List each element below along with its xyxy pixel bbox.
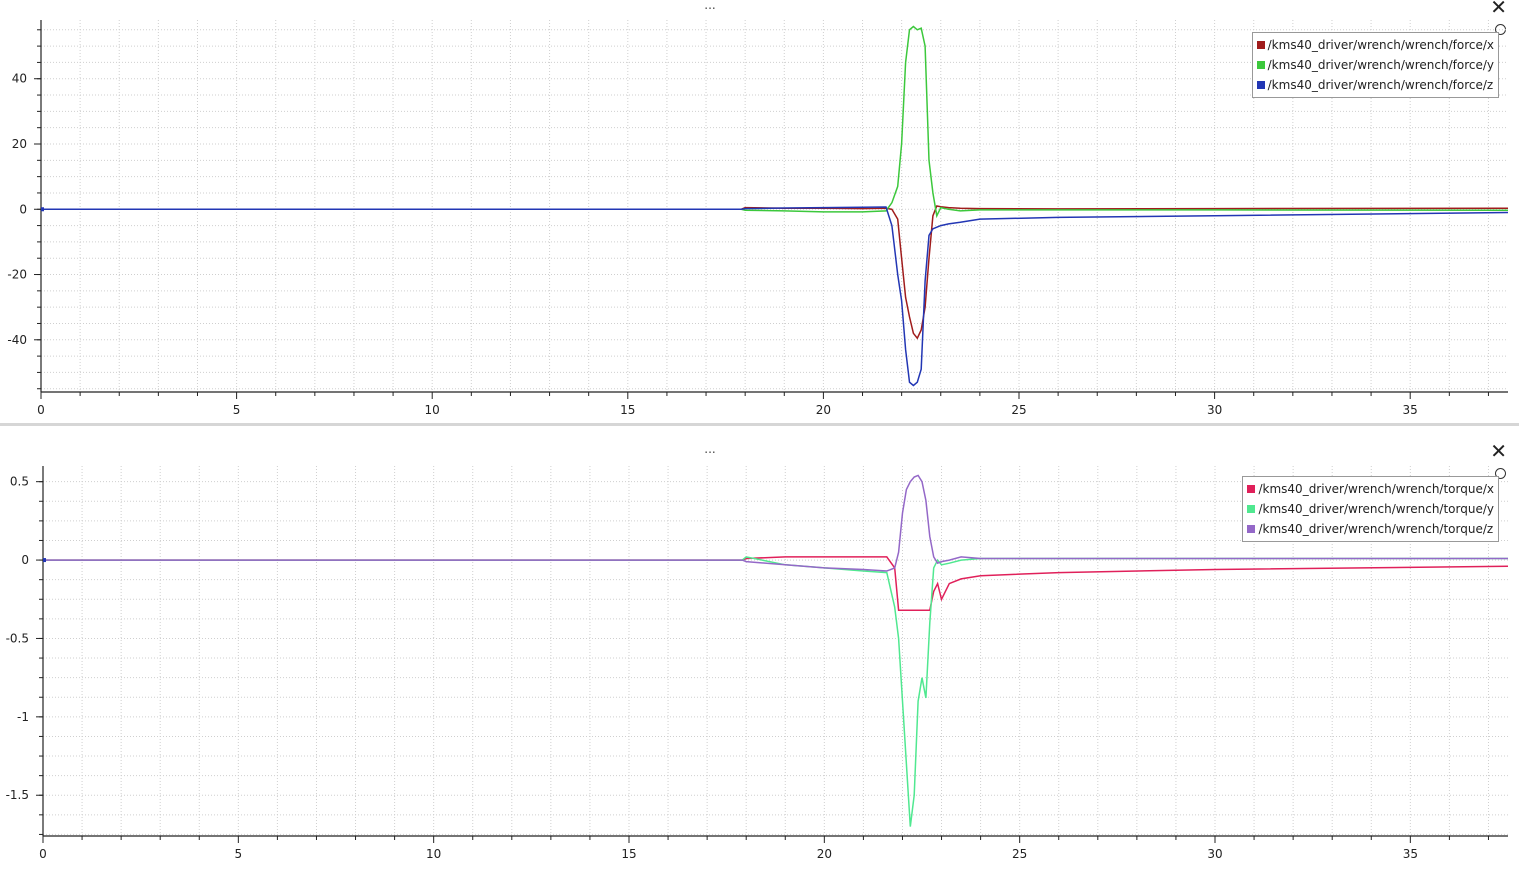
y-tick-label: 0 <box>19 202 27 216</box>
legend-swatch <box>1256 61 1265 69</box>
series-line-2 <box>41 206 1509 387</box>
plot-panel-top[interactable]: ... ✕ 0 5 10 15 20 25 30 35 -40 -20 0 20 40 /kms40_d… <box>0 0 1519 423</box>
x-tick-label: 35 <box>1403 403 1418 417</box>
legend-item[interactable]: /kms40_driver/wrench/wrench/torque/z <box>1247 519 1494 539</box>
series-line-0 <box>41 205 1509 340</box>
y-tick-label: 40 <box>12 72 27 86</box>
x-tick-label: 0 <box>39 847 47 861</box>
legend-swatch <box>1256 41 1265 49</box>
series-line-2 <box>43 474 1508 572</box>
y-tick-label: -40 <box>7 333 27 347</box>
legend-label: /kms40_driver/wrench/wrench/torque/x <box>1258 482 1494 496</box>
legend-swatch <box>1247 505 1256 513</box>
y-tick-label: 0 <box>21 553 29 567</box>
origin-marker <box>41 207 44 212</box>
y-tick-label: -1.5 <box>6 788 29 802</box>
resize-handle-icon[interactable] <box>1495 468 1506 479</box>
x-tick-label: 15 <box>620 403 635 417</box>
x-tick-label: 20 <box>817 847 832 861</box>
legend-item[interactable]: /kms40_driver/wrench/wrench/force/y <box>1256 55 1494 75</box>
origin-marker <box>43 558 46 563</box>
y-tick-label: -1 <box>17 710 29 724</box>
series-line-1 <box>43 556 1508 827</box>
torque-chart[interactable]: 0 5 10 15 20 25 30 35 -1.5 -1 -0.5 0 0.5 <box>0 426 1519 871</box>
panel-menu-handle[interactable]: ... <box>704 442 716 456</box>
x-tick-label: 0 <box>37 403 45 417</box>
y-tick-label: -0.5 <box>6 631 29 645</box>
legend-item[interactable]: /kms40_driver/wrench/wrench/force/z <box>1256 75 1494 95</box>
force-legend: /kms40_driver/wrench/wrench/force/x/kms4… <box>1251 32 1499 98</box>
plot-panel-bottom[interactable]: ... ✕ 0 5 10 15 20 25 30 35 -1.5 -1 -0.5 0 0.5 /kms4… <box>0 426 1519 871</box>
legend-swatch <box>1247 525 1256 533</box>
grid <box>42 466 1508 836</box>
x-tick-label: 35 <box>1403 847 1418 861</box>
x-tick-label: 5 <box>233 403 241 417</box>
legend-label: /kms40_driver/wrench/wrench/force/y <box>1267 58 1494 72</box>
y-tick-label: 0.5 <box>10 475 29 489</box>
legend-label: /kms40_driver/wrench/wrench/force/z <box>1267 78 1494 92</box>
legend-item[interactable]: /kms40_driver/wrench/wrench/torque/y <box>1247 499 1494 519</box>
torque-legend: /kms40_driver/wrench/wrench/torque/x/kms… <box>1242 476 1499 542</box>
legend-label: /kms40_driver/wrench/wrench/force/x <box>1267 38 1494 52</box>
x-tick-label: 15 <box>621 847 636 861</box>
close-icon[interactable]: ✕ <box>1490 0 1507 19</box>
legend-label: /kms40_driver/wrench/wrench/torque/y <box>1258 502 1494 516</box>
panel-divider[interactable] <box>0 423 1519 426</box>
legend-swatch <box>1247 485 1256 493</box>
series-line-1 <box>41 25 1509 219</box>
legend-label: /kms40_driver/wrench/wrench/torque/z <box>1258 522 1494 536</box>
close-icon[interactable]: ✕ <box>1490 439 1507 463</box>
y-tick-label: 20 <box>12 137 27 151</box>
x-tick-label: 20 <box>816 403 831 417</box>
x-tick-label: 10 <box>425 403 440 417</box>
panel-menu-handle[interactable]: ... <box>704 0 716 12</box>
x-tick-label: 25 <box>1012 847 1027 861</box>
force-chart[interactable]: 0 5 10 15 20 25 30 35 -40 -20 0 20 40 <box>0 0 1519 423</box>
legend-item[interactable]: /kms40_driver/wrench/wrench/torque/x <box>1247 479 1494 499</box>
x-tick-label: 30 <box>1207 847 1222 861</box>
x-tick-label: 25 <box>1011 403 1026 417</box>
grid <box>40 20 1508 392</box>
y-tick-label: -20 <box>7 268 27 282</box>
x-tick-label: 5 <box>235 847 243 861</box>
x-tick-label: 10 <box>426 847 441 861</box>
legend-item[interactable]: /kms40_driver/wrench/wrench/force/x <box>1256 35 1494 55</box>
legend-swatch <box>1256 81 1265 89</box>
x-tick-label: 30 <box>1207 403 1222 417</box>
series-line-0 <box>43 556 1509 611</box>
